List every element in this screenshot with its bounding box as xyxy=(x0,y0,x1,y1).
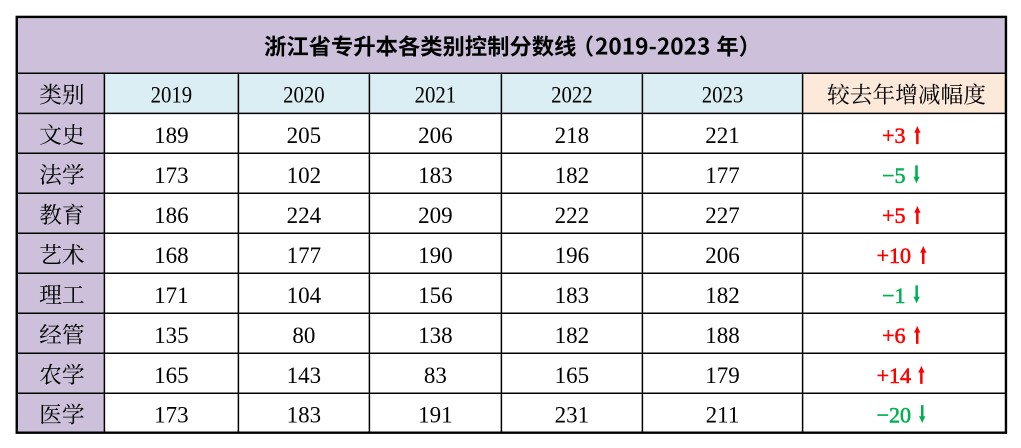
svg-text:188: 188 xyxy=(705,323,740,348)
svg-text:2020: 2020 xyxy=(283,83,325,108)
svg-text:+10: +10 xyxy=(877,243,911,268)
svg-text:183: 183 xyxy=(555,283,590,308)
svg-text:171: 171 xyxy=(154,283,189,308)
svg-text:196: 196 xyxy=(555,243,590,268)
svg-text:156: 156 xyxy=(418,283,453,308)
svg-text:177: 177 xyxy=(705,163,740,188)
svg-text:191: 191 xyxy=(418,403,453,428)
svg-text:165: 165 xyxy=(555,363,590,388)
svg-text:182: 182 xyxy=(555,163,590,188)
svg-text:179: 179 xyxy=(705,363,740,388)
svg-text:211: 211 xyxy=(706,403,740,428)
svg-text:+6: +6 xyxy=(882,323,905,348)
svg-text:205: 205 xyxy=(287,123,322,148)
svg-text:189: 189 xyxy=(154,123,189,148)
svg-text:83: 83 xyxy=(424,363,447,388)
svg-text:−20: −20 xyxy=(877,403,911,428)
svg-text:209: 209 xyxy=(418,203,453,228)
svg-text:186: 186 xyxy=(154,203,189,228)
svg-text:2021: 2021 xyxy=(415,83,457,108)
svg-text:165: 165 xyxy=(154,363,189,388)
svg-text:221: 221 xyxy=(705,123,740,148)
svg-text:168: 168 xyxy=(154,243,189,268)
svg-text:190: 190 xyxy=(418,243,453,268)
svg-text:173: 173 xyxy=(154,403,189,428)
svg-text:206: 206 xyxy=(418,123,453,148)
svg-text:138: 138 xyxy=(418,323,453,348)
svg-text:183: 183 xyxy=(418,163,453,188)
svg-text:80: 80 xyxy=(292,323,315,348)
svg-text:135: 135 xyxy=(154,323,189,348)
svg-text:183: 183 xyxy=(287,403,322,428)
svg-text:2022: 2022 xyxy=(551,83,593,108)
svg-text:182: 182 xyxy=(705,283,740,308)
svg-text:206: 206 xyxy=(705,243,740,268)
svg-text:227: 227 xyxy=(705,203,740,228)
svg-text:173: 173 xyxy=(154,163,189,188)
svg-text:−5: −5 xyxy=(882,163,905,188)
svg-text:2023: 2023 xyxy=(702,83,744,108)
svg-text:2019: 2019 xyxy=(151,83,193,108)
svg-text:222: 222 xyxy=(555,203,590,228)
svg-text:218: 218 xyxy=(555,123,590,148)
svg-text:+14: +14 xyxy=(877,363,911,388)
svg-text:104: 104 xyxy=(287,283,322,308)
svg-text:182: 182 xyxy=(555,323,590,348)
svg-text:+5: +5 xyxy=(882,203,905,228)
svg-text:177: 177 xyxy=(287,243,322,268)
svg-text:102: 102 xyxy=(287,163,322,188)
svg-text:−1: −1 xyxy=(882,283,905,308)
svg-text:143: 143 xyxy=(287,363,322,388)
svg-text:231: 231 xyxy=(555,403,590,428)
svg-text:224: 224 xyxy=(287,203,322,228)
svg-text:+3: +3 xyxy=(882,123,905,148)
